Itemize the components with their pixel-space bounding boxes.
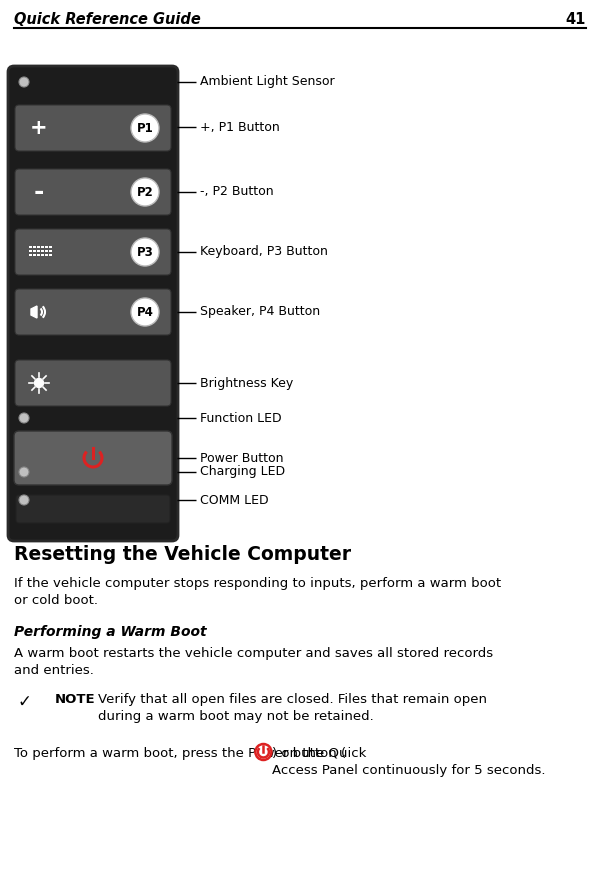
Bar: [29, 254, 32, 256]
Text: P4: P4: [137, 306, 154, 319]
Text: -: -: [34, 180, 44, 204]
Bar: [37, 246, 40, 248]
Text: Quick Reference Guide: Quick Reference Guide: [14, 12, 201, 27]
Circle shape: [35, 378, 44, 387]
Circle shape: [131, 298, 159, 326]
Text: Keyboard, P3 Button: Keyboard, P3 Button: [200, 245, 328, 258]
Text: +: +: [30, 118, 48, 138]
Bar: [49, 250, 52, 252]
Text: To perform a warm boot, press the Power button (: To perform a warm boot, press the Power …: [14, 747, 346, 760]
FancyBboxPatch shape: [8, 66, 178, 541]
Text: +, P1 Button: +, P1 Button: [200, 121, 280, 133]
Polygon shape: [31, 306, 37, 318]
Circle shape: [256, 744, 271, 760]
Bar: [29, 250, 32, 252]
Text: P3: P3: [137, 245, 154, 258]
Text: Charging LED: Charging LED: [200, 465, 285, 478]
Bar: [37, 254, 40, 256]
Text: Ambient Light Sensor: Ambient Light Sensor: [200, 75, 335, 88]
Text: P1: P1: [137, 122, 154, 135]
Bar: [37, 250, 40, 252]
Bar: [41, 246, 44, 248]
FancyBboxPatch shape: [15, 169, 171, 215]
FancyBboxPatch shape: [15, 105, 171, 151]
Text: ) on the Quick
Access Panel continuously for 5 seconds.: ) on the Quick Access Panel continuously…: [272, 747, 546, 777]
Bar: [33, 246, 35, 248]
FancyBboxPatch shape: [15, 289, 171, 335]
Bar: [45, 246, 47, 248]
Bar: [45, 254, 47, 256]
Bar: [49, 246, 52, 248]
Bar: [49, 254, 52, 256]
Bar: [33, 254, 35, 256]
Circle shape: [131, 114, 159, 142]
Bar: [33, 250, 35, 252]
Text: Resetting the Vehicle Computer: Resetting the Vehicle Computer: [14, 545, 351, 564]
Bar: [45, 250, 47, 252]
Text: ✓: ✓: [18, 693, 32, 711]
Text: 41: 41: [566, 12, 586, 27]
Text: P2: P2: [137, 186, 154, 199]
Circle shape: [131, 178, 159, 206]
Text: Power Button: Power Button: [200, 451, 284, 464]
FancyBboxPatch shape: [14, 431, 172, 485]
Text: -, P2 Button: -, P2 Button: [200, 186, 274, 199]
FancyBboxPatch shape: [15, 360, 171, 406]
Text: Verify that all open files are closed. Files that remain open
during a warm boot: Verify that all open files are closed. F…: [98, 693, 487, 723]
FancyBboxPatch shape: [16, 495, 170, 523]
Circle shape: [19, 495, 29, 505]
Bar: [41, 254, 44, 256]
Text: If the vehicle computer stops responding to inputs, perform a warm boot
or cold : If the vehicle computer stops responding…: [14, 577, 501, 607]
Text: Brightness Key: Brightness Key: [200, 377, 293, 390]
Text: COMM LED: COMM LED: [200, 493, 269, 506]
Circle shape: [78, 443, 108, 473]
Bar: [29, 246, 32, 248]
Circle shape: [19, 467, 29, 477]
Text: Speaker, P4 Button: Speaker, P4 Button: [200, 306, 320, 319]
Circle shape: [19, 413, 29, 423]
Text: A warm boot restarts the vehicle computer and saves all stored records
and entri: A warm boot restarts the vehicle compute…: [14, 647, 493, 677]
Text: Performing a Warm Boot: Performing a Warm Boot: [14, 625, 206, 639]
FancyBboxPatch shape: [15, 229, 171, 275]
Text: NOTE: NOTE: [55, 693, 95, 706]
Bar: [41, 250, 44, 252]
Circle shape: [19, 77, 29, 87]
Circle shape: [131, 238, 159, 266]
Text: Function LED: Function LED: [200, 412, 281, 425]
